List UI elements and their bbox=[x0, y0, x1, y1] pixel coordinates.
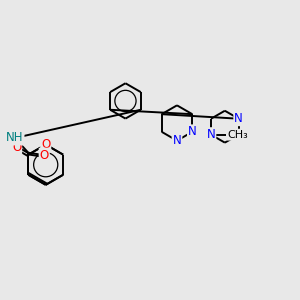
Text: O: O bbox=[12, 141, 21, 154]
Text: O: O bbox=[40, 149, 49, 162]
Text: N: N bbox=[172, 134, 182, 147]
Text: O: O bbox=[41, 138, 50, 151]
Text: N: N bbox=[207, 128, 215, 141]
Text: CH₃: CH₃ bbox=[227, 130, 248, 140]
Text: NH: NH bbox=[6, 131, 23, 145]
Text: N: N bbox=[188, 125, 197, 138]
Text: N: N bbox=[234, 112, 243, 125]
